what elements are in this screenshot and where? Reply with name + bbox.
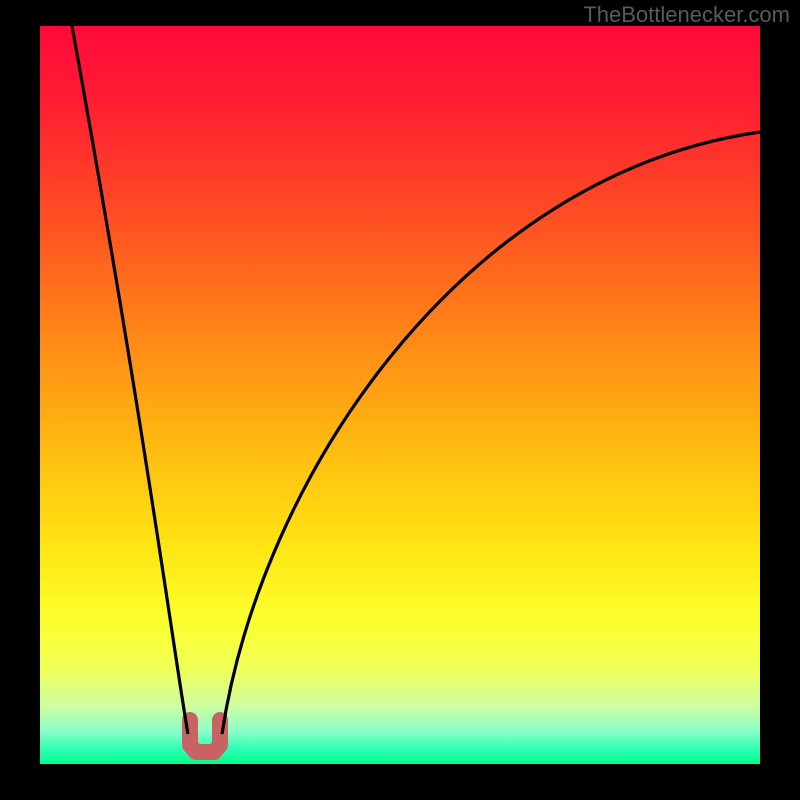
watermark-text: TheBottlenecker.com [583, 2, 790, 28]
plot-area [40, 26, 760, 764]
chart-container: TheBottlenecker.com [0, 0, 800, 800]
bottleneck-chart [0, 0, 800, 800]
